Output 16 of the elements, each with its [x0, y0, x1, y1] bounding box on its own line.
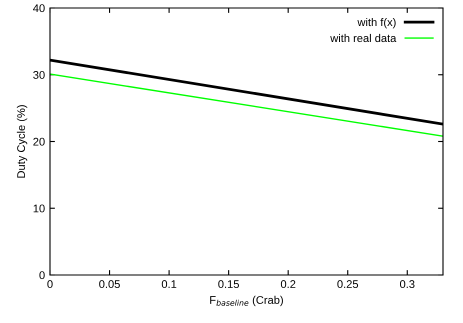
- legend-label: with f(x): [357, 18, 396, 28]
- x-tick-label: 0.1: [162, 280, 176, 288]
- x-tick-label: 0.05: [99, 280, 120, 288]
- y-tick-label: 0: [39, 271, 45, 280]
- y-tick-label: 10: [34, 204, 45, 212]
- y-tick-label: 40: [33, 4, 45, 12]
- y-tick-label: 30: [33, 71, 45, 79]
- legend-label: with real data: [330, 34, 396, 42]
- x-tick-label: 0.3: [400, 280, 415, 288]
- x-tick-label: 0.25: [337, 280, 358, 288]
- x-axis-title: F$_{baseline}$ (Crab): [210, 296, 283, 306]
- x-tick-label: 0.15: [218, 280, 239, 288]
- y-tick-label: 20: [33, 138, 45, 146]
- x-tick-label: 0.2: [280, 280, 296, 288]
- y-axis-title: Duty Cycle (%): [16, 105, 28, 178]
- x-tick-label: 0: [47, 280, 53, 288]
